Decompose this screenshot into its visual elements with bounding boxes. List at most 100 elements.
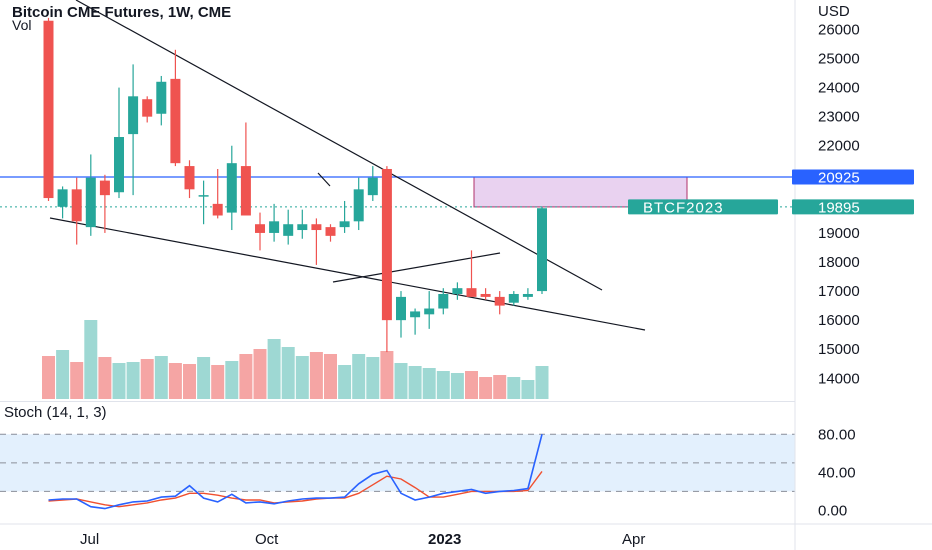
volume-bar bbox=[225, 361, 239, 399]
price-tick-label: 16000 bbox=[818, 312, 860, 329]
candle-body bbox=[269, 221, 280, 233]
stoch-tick-label: 80.00 bbox=[818, 426, 856, 443]
volume-bar bbox=[493, 375, 507, 399]
time-axis-label: Oct bbox=[255, 531, 279, 548]
candle-body bbox=[396, 296, 406, 321]
candle-body bbox=[424, 308, 435, 315]
candle-body bbox=[156, 81, 167, 114]
candle-body bbox=[114, 137, 124, 193]
candle-body bbox=[494, 296, 505, 306]
price-axis-currency: USD bbox=[818, 3, 850, 20]
stoch-d-line bbox=[48, 470, 543, 508]
volume-bar bbox=[450, 373, 464, 399]
stoch-tick-label: 40.00 bbox=[818, 464, 856, 481]
time-axis-label: 2023 bbox=[428, 531, 461, 548]
candle-body bbox=[142, 99, 153, 117]
volume-bar bbox=[465, 371, 478, 399]
volume-bar bbox=[281, 347, 295, 399]
time-axis-label: Apr bbox=[622, 531, 645, 548]
candle-body bbox=[325, 227, 336, 236]
volume-bar bbox=[267, 339, 281, 399]
volume-bar bbox=[338, 365, 352, 399]
volume-bar bbox=[366, 357, 380, 399]
price-tick-label: 26000 bbox=[818, 21, 860, 38]
volume-bar bbox=[84, 320, 98, 399]
candle-body bbox=[311, 224, 322, 231]
symbol-tag-bg bbox=[628, 199, 778, 215]
volume-bar bbox=[56, 350, 70, 399]
volume-bar bbox=[140, 359, 154, 399]
candle-body bbox=[99, 180, 110, 196]
price-tick-label: 14000 bbox=[818, 370, 860, 387]
candle-body bbox=[353, 189, 364, 222]
time-axis-label: Jul bbox=[80, 531, 99, 548]
volume-bar bbox=[42, 356, 55, 399]
volume-bar bbox=[535, 366, 549, 399]
candle-body bbox=[283, 224, 294, 236]
stoch-k-line bbox=[48, 434, 543, 510]
volume-bar bbox=[521, 380, 535, 399]
volume-bar bbox=[112, 363, 126, 399]
candle-body bbox=[297, 224, 308, 231]
volume-bar bbox=[352, 354, 366, 399]
candles bbox=[43, 17, 547, 353]
grid bbox=[0, 401, 932, 525]
price-tick-label: 25000 bbox=[818, 51, 860, 68]
stoch-legend: Stoch (14, 1, 3) bbox=[4, 404, 107, 421]
candle-body bbox=[452, 288, 463, 294]
candle-body bbox=[71, 189, 82, 222]
volume-bar bbox=[380, 351, 394, 399]
trendline bbox=[49, 217, 646, 331]
time-axis: Jul Oct 2023 Apr bbox=[80, 531, 645, 548]
price-tick-label: 23000 bbox=[818, 109, 860, 126]
trendline bbox=[75, 0, 603, 291]
price-tick-label: 22000 bbox=[818, 138, 860, 155]
volume-bar bbox=[422, 368, 436, 399]
candle-body bbox=[57, 189, 68, 207]
trendline bbox=[332, 252, 501, 283]
volume-bar bbox=[394, 363, 408, 399]
candle-body bbox=[43, 20, 54, 199]
volume-bars bbox=[42, 320, 549, 399]
volume-bar bbox=[507, 377, 521, 399]
price-tick-label: 15000 bbox=[818, 341, 860, 358]
volume-legend: Vol bbox=[12, 17, 32, 33]
candle-body bbox=[367, 177, 378, 196]
volume-bar bbox=[197, 357, 211, 399]
price-tick-label: 19000 bbox=[818, 225, 860, 242]
volume-bar bbox=[126, 362, 140, 399]
volume-bar bbox=[168, 363, 182, 399]
candle-body bbox=[339, 221, 350, 228]
last-price-tag-bg bbox=[792, 199, 914, 215]
candle-body bbox=[128, 96, 139, 135]
candle-body bbox=[85, 177, 96, 228]
candle-body bbox=[381, 168, 392, 321]
candle-body bbox=[212, 203, 223, 216]
level-tag-label: 20925 bbox=[818, 169, 860, 186]
candle-body bbox=[537, 208, 547, 292]
volume-bar bbox=[154, 356, 168, 399]
volume-bar bbox=[239, 354, 253, 399]
volume-bar bbox=[70, 362, 84, 399]
price-tick-label: 24000 bbox=[818, 80, 860, 97]
trendline bbox=[317, 172, 331, 187]
stoch-band bbox=[0, 433, 795, 492]
price-tick-label: 17000 bbox=[818, 283, 860, 300]
volume-bar bbox=[309, 352, 323, 399]
level-tag-bg bbox=[792, 169, 914, 185]
volume-bar bbox=[98, 357, 112, 399]
candle-body bbox=[410, 311, 421, 318]
candle-body bbox=[438, 293, 449, 309]
candle-body bbox=[198, 195, 209, 197]
volume-bar bbox=[436, 371, 450, 399]
chart-title: Bitcoin CME Futures, 1W, CME bbox=[12, 4, 232, 21]
candle-body bbox=[522, 293, 533, 297]
volume-bar bbox=[295, 356, 309, 399]
price-tick-label: 18000 bbox=[818, 254, 860, 271]
stoch-tick-label: 0.00 bbox=[818, 502, 847, 519]
candle-body bbox=[466, 288, 477, 297]
candle-body bbox=[240, 166, 251, 216]
